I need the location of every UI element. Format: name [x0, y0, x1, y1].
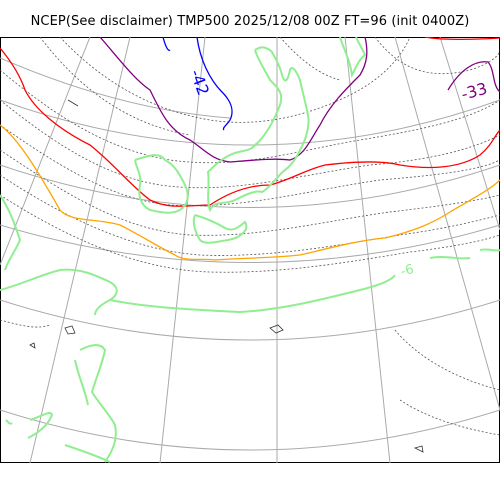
- isotherm-blue: [162, 37, 233, 131]
- map-panel: -42 -33 -6: [0, 37, 500, 463]
- isotherm-orange: [0, 124, 500, 261]
- map-border: [0, 37, 500, 463]
- coastlines: [0, 37, 500, 463]
- minor-islands: [29, 99, 424, 453]
- contour-label-green: -6: [399, 262, 415, 280]
- longitude-lines: [0, 37, 500, 463]
- map-canvas: -42 -33 -6: [0, 37, 500, 463]
- isotherm-purple: [99, 37, 500, 163]
- map-title: NCEP(See disclaimer) TMP500 2025/12/08 0…: [30, 14, 470, 29]
- isotherm-red: [0, 37, 500, 207]
- latitude-lines: [0, 57, 500, 451]
